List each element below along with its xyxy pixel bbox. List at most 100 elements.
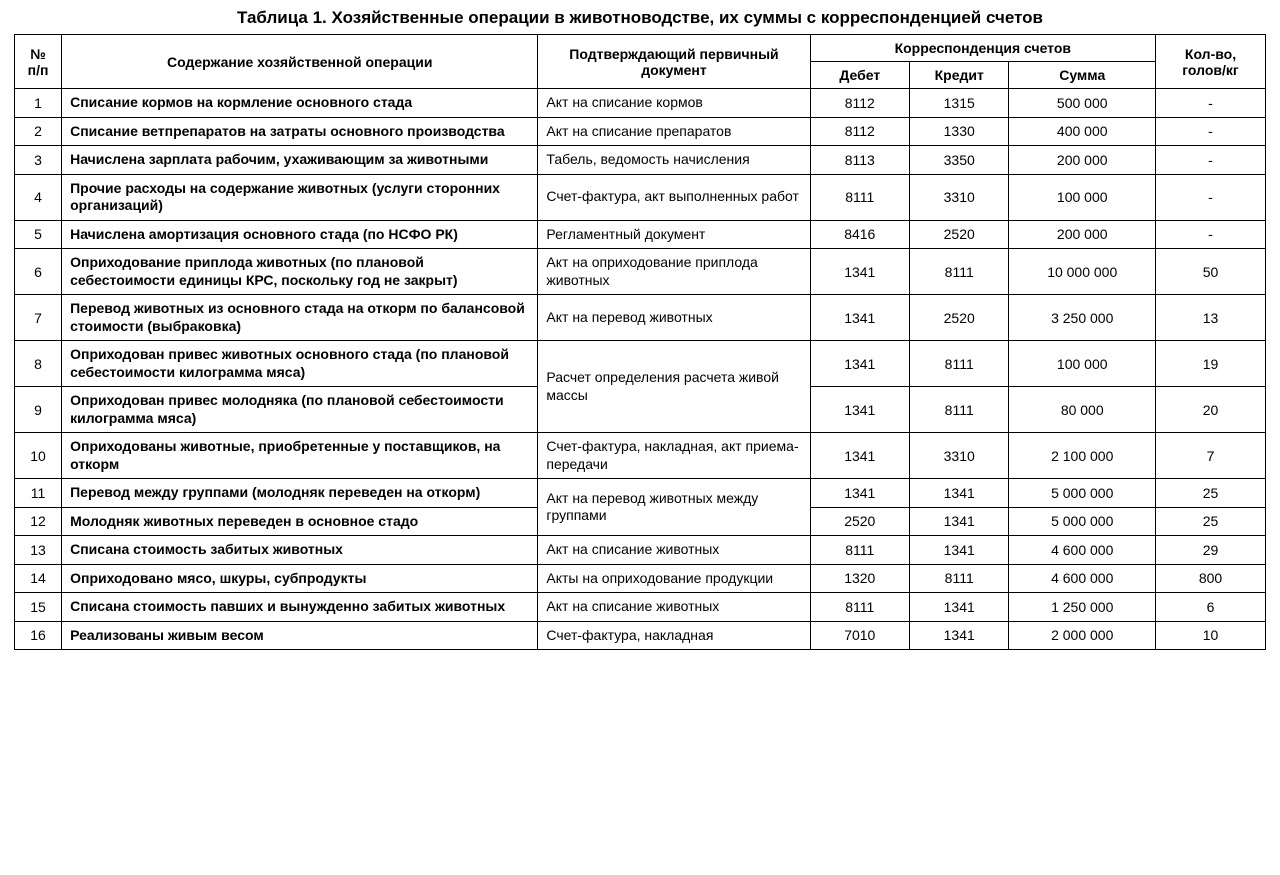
table-row: 13 Списана стоимость забитых животных Ак… — [15, 536, 1266, 565]
cell-debit: 1341 — [810, 479, 909, 508]
cell-debit: 1341 — [810, 295, 909, 341]
table-row: 5 Начислена амортизация основного стада … — [15, 220, 1266, 249]
cell-operation: Молодняк животных переведен в основное с… — [62, 507, 538, 536]
cell-num: 5 — [15, 220, 62, 249]
cell-sum: 4 600 000 — [1009, 536, 1156, 565]
table-row: 7 Перевод животных из основного стада на… — [15, 295, 1266, 341]
cell-credit: 2520 — [910, 220, 1009, 249]
cell-num: 6 — [15, 249, 62, 295]
cell-sum: 100 000 — [1009, 174, 1156, 220]
cell-sum: 5 000 000 — [1009, 479, 1156, 508]
cell-sum: 400 000 — [1009, 117, 1156, 146]
cell-qty: - — [1156, 146, 1266, 175]
cell-qty: 25 — [1156, 479, 1266, 508]
cell-credit: 1341 — [910, 507, 1009, 536]
cell-num: 12 — [15, 507, 62, 536]
cell-credit: 1330 — [910, 117, 1009, 146]
cell-sum: 80 000 — [1009, 387, 1156, 433]
cell-num: 13 — [15, 536, 62, 565]
cell-sum: 200 000 — [1009, 220, 1156, 249]
cell-sum: 1 250 000 — [1009, 593, 1156, 622]
cell-document: Счет-фактура, накладная — [538, 621, 810, 650]
cell-sum: 500 000 — [1009, 89, 1156, 118]
cell-num: 11 — [15, 479, 62, 508]
cell-sum: 2 100 000 — [1009, 433, 1156, 479]
cell-debit: 8111 — [810, 593, 909, 622]
cell-document: Счет-фактура, накладная, акт приема-пере… — [538, 433, 810, 479]
cell-credit: 1341 — [910, 479, 1009, 508]
cell-debit: 8111 — [810, 174, 909, 220]
cell-operation: Списание ветпрепаратов на затраты основн… — [62, 117, 538, 146]
header-qty: Кол-во, голов/кг — [1156, 35, 1266, 89]
header-document: Подтверждающий первичный документ — [538, 35, 810, 89]
cell-document-merged: Расчет определения расчета живой массы — [538, 341, 810, 433]
cell-sum: 5 000 000 — [1009, 507, 1156, 536]
cell-num: 3 — [15, 146, 62, 175]
cell-qty: 13 — [1156, 295, 1266, 341]
table-row: 10 Оприходованы животные, приобретенные … — [15, 433, 1266, 479]
cell-qty: - — [1156, 117, 1266, 146]
table-row: 3 Начислена зарплата рабочим, ухаживающи… — [15, 146, 1266, 175]
header-operation: Содержание хозяйственной операции — [62, 35, 538, 89]
cell-credit: 8111 — [910, 249, 1009, 295]
cell-document: Акт на списание животных — [538, 536, 810, 565]
header-sum: Сумма — [1009, 62, 1156, 89]
cell-operation: Списана стоимость павших и вынужденно за… — [62, 593, 538, 622]
cell-debit: 8416 — [810, 220, 909, 249]
cell-debit: 8113 — [810, 146, 909, 175]
cell-credit: 3310 — [910, 433, 1009, 479]
cell-sum: 100 000 — [1009, 341, 1156, 387]
table-row: 2 Списание ветпрепаратов на затраты осно… — [15, 117, 1266, 146]
cell-operation: Реализованы живым весом — [62, 621, 538, 650]
header-credit: Кредит — [910, 62, 1009, 89]
cell-document-merged: Акт на перевод животных между группами — [538, 479, 810, 536]
cell-num: 14 — [15, 564, 62, 593]
cell-operation: Списание кормов на кормление основного с… — [62, 89, 538, 118]
header-debit: Дебет — [810, 62, 909, 89]
cell-operation: Начислена амортизация основного стада (п… — [62, 220, 538, 249]
table-row: 8 Оприходован привес животных основного … — [15, 341, 1266, 387]
cell-qty: 20 — [1156, 387, 1266, 433]
cell-document: Акты на оприходование продукции — [538, 564, 810, 593]
cell-num: 1 — [15, 89, 62, 118]
cell-operation: Оприходован привес молодняка (по планово… — [62, 387, 538, 433]
cell-num: 7 — [15, 295, 62, 341]
cell-qty: 6 — [1156, 593, 1266, 622]
cell-qty: 25 — [1156, 507, 1266, 536]
operations-table: № п/п Содержание хозяйственной операции … — [14, 34, 1266, 650]
cell-qty: 50 — [1156, 249, 1266, 295]
cell-num: 15 — [15, 593, 62, 622]
cell-document: Акт на списание животных — [538, 593, 810, 622]
cell-qty: 7 — [1156, 433, 1266, 479]
cell-document: Акт на списание кормов — [538, 89, 810, 118]
cell-sum: 2 000 000 — [1009, 621, 1156, 650]
table-row: 6 Оприходование приплода животных (по пл… — [15, 249, 1266, 295]
header-correspondence: Корреспонденция счетов — [810, 35, 1155, 62]
cell-debit: 1341 — [810, 341, 909, 387]
cell-num: 4 — [15, 174, 62, 220]
table-row: 16 Реализованы живым весом Счет-фактура,… — [15, 621, 1266, 650]
cell-sum: 4 600 000 — [1009, 564, 1156, 593]
table-row: 14 Оприходовано мясо, шкуры, субпродукты… — [15, 564, 1266, 593]
cell-operation: Перевод животных из основного стада на о… — [62, 295, 538, 341]
cell-operation: Оприходован привес животных основного ст… — [62, 341, 538, 387]
cell-debit: 8112 — [810, 89, 909, 118]
cell-num: 8 — [15, 341, 62, 387]
header-num: № п/п — [15, 35, 62, 89]
cell-credit: 2520 — [910, 295, 1009, 341]
cell-document: Акт на оприходование приплода животных — [538, 249, 810, 295]
cell-document: Счет-фактура, акт выполненных работ — [538, 174, 810, 220]
cell-debit: 7010 — [810, 621, 909, 650]
cell-operation: Прочие расходы на содержание животных (у… — [62, 174, 538, 220]
cell-credit: 1341 — [910, 536, 1009, 565]
cell-qty: 29 — [1156, 536, 1266, 565]
cell-qty: 10 — [1156, 621, 1266, 650]
cell-num: 2 — [15, 117, 62, 146]
cell-document: Акт на перевод животных — [538, 295, 810, 341]
cell-qty: - — [1156, 89, 1266, 118]
cell-credit: 3310 — [910, 174, 1009, 220]
table-header: № п/п Содержание хозяйственной операции … — [15, 35, 1266, 89]
cell-debit: 8111 — [810, 536, 909, 565]
cell-operation: Оприходовано мясо, шкуры, субпродукты — [62, 564, 538, 593]
cell-qty: - — [1156, 174, 1266, 220]
